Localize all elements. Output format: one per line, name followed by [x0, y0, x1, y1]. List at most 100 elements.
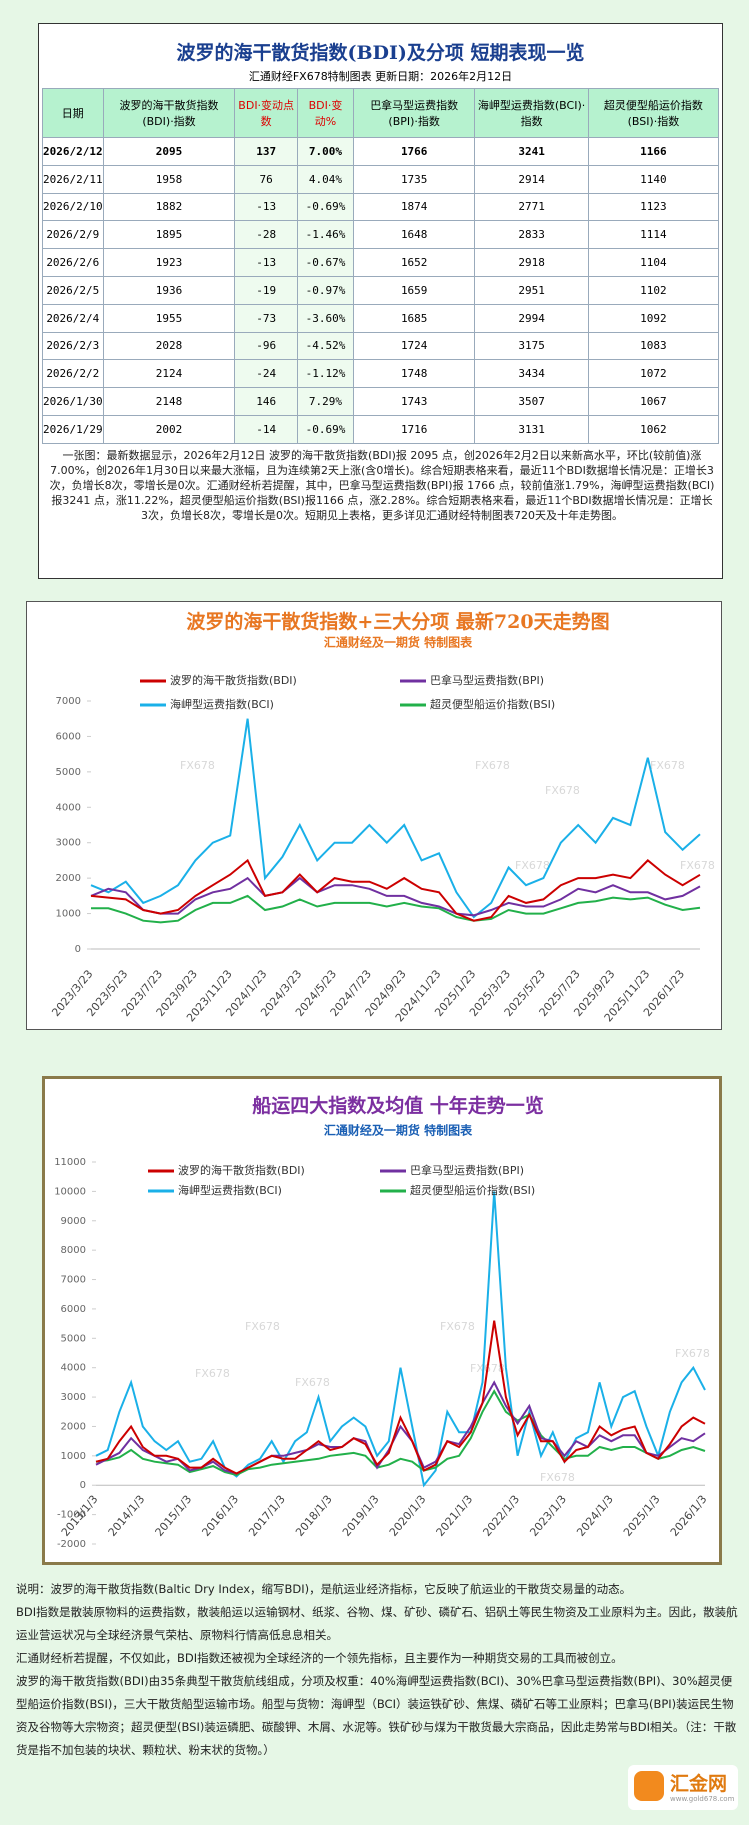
table-cell: 1102: [587, 275, 720, 305]
chart-title: 船运四大指数及均值 十年走势一览: [252, 1094, 544, 1117]
table-row: 2026/1/29 2002 -14 -0.69% 1716 3131 1062: [42, 414, 720, 444]
y-tick-label: 7000: [56, 696, 81, 707]
data-table: 日期 波罗的海干散货指数(BDI)·指数 BDI·变动点数 BDI·变动% 巴拿马型运费…: [42, 88, 720, 444]
y-tick-label: 4000: [61, 1363, 86, 1374]
table-cell: 2918: [474, 248, 589, 277]
x-tick-label: 2023/1/3: [527, 1493, 569, 1539]
legend-label: 海岬型运费指数(BCI): [170, 697, 274, 711]
y-tick-label: 3000: [61, 1392, 86, 1403]
table-cell: 1685: [353, 303, 476, 333]
y-tick-label: 2000: [56, 873, 81, 884]
y-tick-label: 10000: [54, 1186, 86, 1197]
legend-label: 超灵便型船运价指数(BSI): [430, 697, 555, 711]
legend-label: 巴拿马型运费指数(BPI): [430, 673, 544, 687]
table-cell: -0.69%: [296, 414, 355, 444]
table-cell: 2028: [102, 331, 236, 361]
table-row: 2026/2/10 1882 -13 -0.69% 1874 2771 1123: [42, 192, 720, 222]
logo-icon: [634, 1771, 664, 1801]
watermark: FX678: [180, 759, 215, 772]
column-header: BDI·变动点数: [234, 88, 298, 138]
table-cell: 7.29%: [296, 387, 355, 416]
table-cell: -0.69%: [296, 192, 355, 222]
note: 汇通财经析若提醒，不仅如此，BDI指数还被视为全球经济的一个领先指标，且主要作为…: [16, 1651, 623, 1665]
y-tick-label: 3000: [56, 838, 81, 849]
column-header: BDI·变动%: [296, 88, 355, 138]
table-cell: 1104: [587, 248, 720, 277]
watermark: FX678: [545, 784, 580, 797]
table-cell: 3507: [474, 387, 589, 416]
table-cell: 1083: [587, 331, 720, 361]
table-row: 2026/2/2 2124 -24 -1.12% 1748 3434 1072: [42, 359, 720, 389]
column-header: 超灵便型船运价指数(BSI)·指数: [587, 88, 720, 138]
table-cell: 4.04%: [296, 164, 355, 194]
y-tick-label: 5000: [61, 1333, 86, 1344]
y-tick-label: 0: [80, 1480, 86, 1491]
legend-label: 波罗的海干散货指数(BDI): [170, 673, 297, 687]
table-cell: 1166: [587, 137, 720, 166]
table-cell: -4.52%: [296, 331, 355, 361]
y-tick-label: 0: [75, 944, 81, 955]
table-row: 2026/2/11 1958 76 4.04% 1735 2914 1140: [42, 164, 720, 194]
table-cell: 2026/2/3: [42, 331, 104, 361]
logo-name: 汇金网: [670, 1773, 728, 1795]
column-header: 海岬型运费指数(BCI)·指数: [474, 88, 589, 138]
y-tick-label: 1000: [56, 909, 81, 920]
table-cell: 2026/2/9: [42, 220, 104, 250]
watermark: FX678: [475, 759, 510, 772]
notes: 说明：波罗的海干散货指数(Baltic Dry Index，缩写BDI)，是航运…: [16, 1578, 741, 1762]
legend-label: 波罗的海干散货指数(BDI): [178, 1163, 305, 1177]
table-cell: 2002: [102, 414, 236, 444]
table-cell: 2026/2/4: [42, 303, 104, 333]
y-tick-label: 2000: [61, 1421, 86, 1432]
series-line: [90, 718, 701, 919]
table-cell: -13: [234, 192, 298, 222]
table-cell: 76: [234, 164, 298, 194]
x-tick-label: 2022/1/3: [480, 1493, 522, 1539]
y-tick-label: 9000: [61, 1216, 86, 1227]
series-line: [95, 1191, 706, 1488]
watermark: FX678: [195, 1367, 230, 1380]
table-cell: -0.97%: [296, 275, 355, 305]
y-tick-label: 1000: [61, 1451, 86, 1462]
watermark: FX678: [515, 859, 550, 872]
table-cell: 1955: [102, 303, 236, 333]
watermark: FX678: [245, 1320, 280, 1333]
table-cell: 1895: [102, 220, 236, 250]
table-row: 2026/2/3 2028 -96 -4.52% 1724 3175 1083: [42, 331, 720, 361]
series-line: [90, 876, 701, 917]
column-header: 巴拿马型运费指数(BPI)·指数: [353, 88, 476, 138]
subtitle: 汇通财经FX678特制图表 更新日期：2026年2月12日: [248, 70, 513, 83]
x-tick-label: 2018/1/3: [293, 1493, 335, 1539]
watermark: FX678: [440, 1320, 475, 1333]
table-cell: 1716: [353, 414, 476, 444]
table-cell: 3131: [474, 414, 589, 444]
x-tick-label: 2015/1/3: [153, 1493, 195, 1539]
y-tick-label: 4000: [56, 802, 81, 813]
y-tick-label: 6000: [61, 1304, 86, 1315]
x-tick-label: 2016/1/3: [199, 1493, 241, 1539]
table-cell: 1748: [353, 359, 476, 389]
table-cell: 3241: [474, 137, 589, 166]
table-cell: 146: [234, 387, 298, 416]
logo: 汇金网 www.gold678.com: [628, 1765, 738, 1810]
watermark: FX678: [680, 859, 715, 872]
y-tick-label: 5000: [56, 767, 81, 778]
watermark: FX678: [295, 1376, 330, 1389]
x-tick-label: 2020/1/3: [387, 1493, 429, 1539]
chart-panel-1: [26, 601, 722, 1030]
note: BDI指数是散装原物料的运费指数，散装船运以运输钢材、纸浆、谷物、煤、矿砂、磷矿…: [16, 1605, 738, 1642]
chart-title: 波罗的海干散货指数+三大分项 最新720天走势图: [186, 610, 609, 633]
table-cell: -14: [234, 414, 298, 444]
column-header: 波罗的海干散货指数(BDI)·指数: [102, 88, 236, 138]
table-cell: -13: [234, 248, 298, 277]
y-tick-label: 6000: [56, 731, 81, 742]
logo-url: www.gold678.com: [670, 1795, 735, 1803]
note: 说明：波罗的海干散货指数(Baltic Dry Index，缩写BDI)，是航运…: [16, 1582, 632, 1596]
table-cell: 2026/2/10: [42, 192, 104, 222]
x-tick-label: 2019/1/3: [340, 1493, 382, 1539]
title: 波罗的海干散货指数(BDI)及分项 短期表现一览: [176, 42, 585, 64]
y-tick-label: 8000: [61, 1245, 86, 1256]
table-cell: 1652: [353, 248, 476, 277]
